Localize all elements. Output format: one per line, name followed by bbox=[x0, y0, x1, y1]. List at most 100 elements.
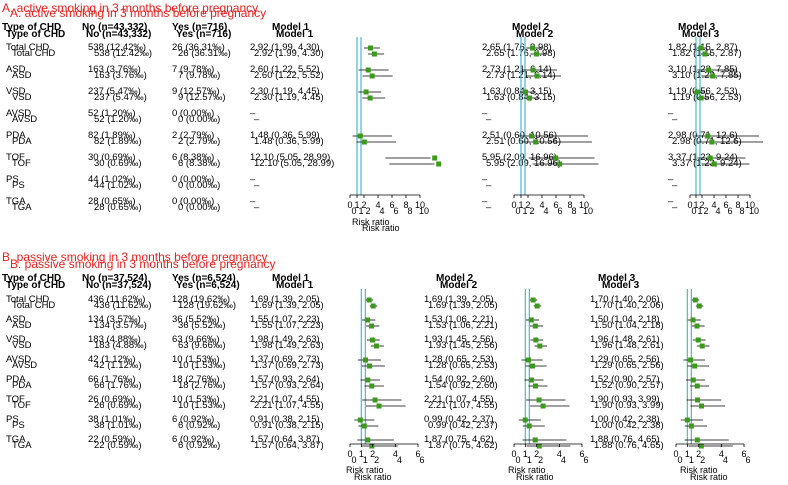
row-type: Total CHD bbox=[6, 294, 50, 305]
row-model1-estimate: – bbox=[250, 196, 256, 207]
row-model3-estimate: 1.70 (1.40, 2.06) bbox=[590, 294, 660, 305]
x-tick-label: 6 bbox=[389, 200, 394, 210]
point-marker bbox=[369, 337, 375, 343]
x-tick-label: 1 bbox=[685, 449, 690, 459]
x-tick-label-echo: 2 bbox=[538, 455, 543, 465]
row-model2-estimate: 1.63 (0.84, 3.15) bbox=[482, 86, 552, 97]
row-model1-estimate: 1.37 (0.69, 2.73) bbox=[250, 354, 320, 365]
row-model1-estimate-echo: 1.98 (1.49, 2.63) bbox=[254, 340, 324, 351]
row-yes-count-echo: 26 (36.31‰) bbox=[178, 48, 231, 59]
row-model3-estimate: 3.10 (1.22, 7.85) bbox=[668, 64, 738, 75]
x-tick-label-echo: 6 bbox=[419, 455, 424, 465]
model2-title-b-echo: Model 2 bbox=[440, 280, 478, 291]
row-model1-estimate-echo: 0.91 (0.38, 2.15) bbox=[254, 420, 324, 431]
row-type: AVSD bbox=[6, 354, 32, 365]
row-model1-estimate-echo: – bbox=[254, 114, 260, 125]
row-no-count-echo: 134 (3.57‰) bbox=[94, 320, 147, 331]
row-model3-estimate-echo: 3.37 (1.23, 9.24) bbox=[672, 158, 742, 169]
point-marker bbox=[694, 437, 700, 443]
row-model1-estimate-echo: 1.55 (1.07, 2.23) bbox=[254, 320, 324, 331]
x-tick-label: 1 bbox=[354, 200, 359, 210]
header-no-b: No (n=37,524) bbox=[82, 273, 148, 284]
point-marker-echo bbox=[526, 423, 532, 429]
x-tick-label-echo: 1 bbox=[358, 206, 363, 216]
x-tick-label: 4 bbox=[539, 200, 544, 210]
row-model3-estimate: 3.37 (1.23, 9.24) bbox=[668, 152, 738, 163]
x-tick-label: 4 bbox=[393, 449, 398, 459]
point-marker bbox=[688, 357, 694, 363]
model1-title-b-echo: Model 1 bbox=[276, 280, 314, 291]
row-no-count-echo: 538 (12.42‰) bbox=[94, 48, 153, 59]
row-no-count-echo: 163 (3.76‰) bbox=[94, 70, 147, 81]
row-yes-count: 6 (8.38‰) bbox=[172, 152, 215, 163]
point-marker-echo bbox=[436, 161, 442, 167]
x-tick-label-echo: 4 bbox=[561, 455, 566, 465]
x-tick-label: 0 bbox=[687, 200, 692, 210]
row-model1-estimate: 2.21 (1.07, 4.55) bbox=[250, 394, 320, 405]
x-tick-label: 0 bbox=[347, 449, 352, 459]
x-tick-label-echo: 1 bbox=[527, 455, 532, 465]
row-no-count-echo: 66 (1.76‰) bbox=[94, 380, 142, 391]
row-model3-estimate-echo: – bbox=[672, 180, 678, 191]
row-no-count: 44 (1.02‰) bbox=[88, 174, 136, 185]
header-type-b: Type of CHD bbox=[2, 273, 62, 284]
row-model1-estimate: – bbox=[250, 108, 256, 119]
x-tick-label: 0 bbox=[511, 449, 516, 459]
point-marker bbox=[530, 45, 536, 51]
row-model3-estimate-echo: 1.96 (1.48, 2.61) bbox=[594, 340, 664, 351]
row-model1-estimate-echo: 1.57 (0.64, 3.87) bbox=[254, 440, 324, 451]
row-model2-estimate: 2.65 (1.76, 3.98) bbox=[482, 42, 552, 53]
row-model3-estimate-echo: 1.29 (0.65, 2.56) bbox=[594, 360, 664, 371]
row-yes-count: 0 (0.00‰) bbox=[172, 174, 215, 185]
row-model1-estimate: 1.55 (1.07, 2.23) bbox=[250, 314, 320, 325]
row-no-count: 52 (1.20‰) bbox=[88, 108, 136, 119]
row-model3-estimate: 1.88 (0.76, 4.65) bbox=[590, 434, 660, 445]
point-marker bbox=[365, 377, 371, 383]
row-no-count-echo: 30 (0.69‰) bbox=[94, 158, 142, 169]
row-model2-estimate-echo: 1.28 (0.65, 2.53) bbox=[428, 360, 498, 371]
row-model1-estimate: 2.92 (1.99, 4.30) bbox=[250, 42, 320, 53]
model3-title-b: Model 3 bbox=[598, 273, 636, 284]
row-model3-estimate-echo: 1.52 (0.90, 2.57) bbox=[594, 380, 664, 391]
point-marker bbox=[532, 437, 538, 443]
row-yes-count-echo: 6 (8.38‰) bbox=[178, 158, 221, 169]
row-model3-estimate: 1.29 (0.65, 2.56) bbox=[590, 354, 660, 365]
point-marker bbox=[530, 297, 536, 303]
row-model1-estimate-echo: 1.57 (0.93, 2.64) bbox=[254, 380, 324, 391]
row-yes-count-echo: 36 (5.52‰) bbox=[178, 320, 226, 331]
x-tick-label: 10 bbox=[415, 200, 425, 210]
row-model2-estimate: – bbox=[482, 174, 488, 185]
point-marker-echo bbox=[711, 161, 717, 167]
point-marker-echo bbox=[371, 51, 377, 57]
panel-b-title-echo: B. passive smoking in 3 months before pr… bbox=[10, 257, 276, 271]
row-no-count-echo: 22 (0.59‰) bbox=[94, 440, 142, 451]
panel-b-axis-title-3: Risk ratio bbox=[680, 465, 718, 475]
point-marker-echo bbox=[370, 303, 376, 309]
row-no-count: 30 (0.69‰) bbox=[88, 152, 136, 163]
x-tick-label: 2 bbox=[370, 449, 375, 459]
x-tick-label: 2 bbox=[525, 200, 530, 210]
row-model2-estimate-echo: 5.95 (2.09, 16.96) bbox=[486, 158, 561, 169]
row-type-echo: VSD bbox=[12, 92, 32, 103]
row-model1-estimate: 12.10 (5.05, 28.99) bbox=[250, 152, 331, 163]
x-tick-label-echo: 1 bbox=[697, 206, 702, 216]
x-tick-label-echo: 0 bbox=[515, 455, 520, 465]
row-model2-estimate-echo: 1.53 (1.06, 2.21) bbox=[428, 320, 498, 331]
point-marker bbox=[706, 67, 712, 73]
row-yes-count: 26 (36.31‰) bbox=[172, 42, 225, 53]
point-marker-echo bbox=[532, 383, 538, 389]
point-marker bbox=[553, 155, 559, 161]
row-no-count: 183 (4.88‰) bbox=[88, 334, 141, 345]
row-type: TGA bbox=[6, 434, 26, 445]
row-model3-estimate: – bbox=[668, 196, 674, 207]
point-marker-echo bbox=[369, 443, 375, 449]
row-model2-estimate-echo: 1.87 (0.75, 4.62) bbox=[428, 440, 498, 451]
model3-title-b-echo: Model 3 bbox=[602, 280, 640, 291]
row-no-count: 134 (3.57‰) bbox=[88, 314, 141, 325]
x-tick-label-echo: 8 bbox=[407, 206, 412, 216]
row-model1-estimate-echo: 2.30 (1.19, 4.45) bbox=[254, 92, 324, 103]
row-model2-estimate-echo: 1.69 (1.39, 2.05) bbox=[428, 300, 498, 311]
row-type-echo: VSD bbox=[12, 340, 32, 351]
x-tick-label-echo: 4 bbox=[543, 206, 548, 216]
